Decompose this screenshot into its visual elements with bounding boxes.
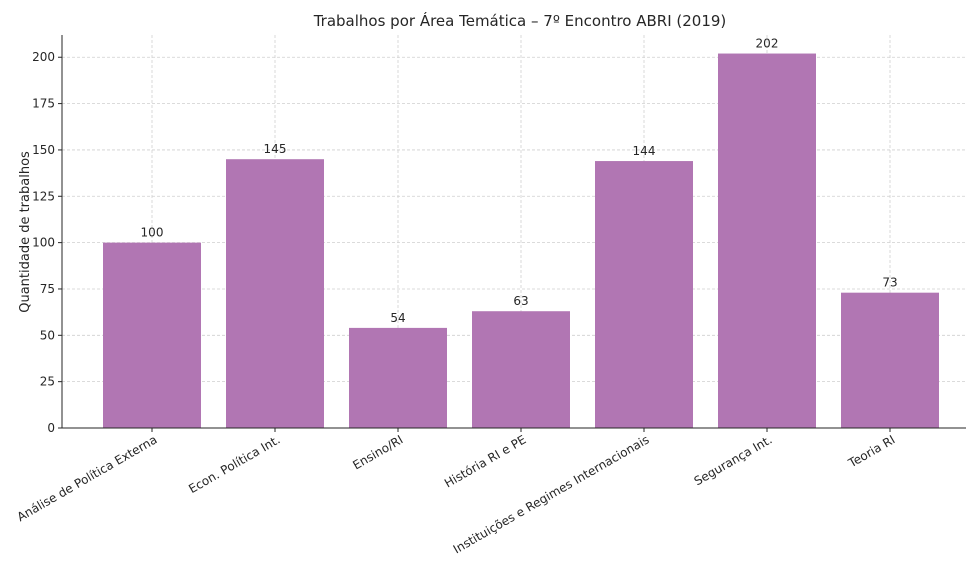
y-tick-label: 25 (40, 375, 55, 389)
bar (349, 327, 447, 428)
x-tick-labels: Análise de Política Externa Econ. Polític… (15, 428, 898, 556)
y-axis-label: Quantidade de trabalhos (18, 151, 33, 313)
x-tick-label: Teoria RI (845, 432, 897, 470)
bar (472, 311, 570, 428)
y-tick-label: 0 (47, 421, 55, 435)
x-tick-label: Econ. Política Int. (186, 432, 282, 496)
bar (841, 292, 939, 428)
y-tick-label: 175 (32, 97, 55, 111)
bar (226, 159, 324, 429)
bar (595, 161, 693, 428)
chart-title: Trabalhos por Área Temática – 7º Encontr… (313, 11, 727, 30)
y-tick-labels: 0 25 50 75 100 125 150 175 200 (32, 50, 62, 435)
bar-value-label: 202 (756, 37, 779, 51)
bar-value-label: 73 (882, 276, 897, 290)
x-tick-label: Instituições e Regimes Internacionais (451, 432, 652, 556)
bar (718, 53, 816, 429)
y-tick-label: 50 (40, 328, 55, 342)
y-tick-label: 125 (32, 189, 55, 203)
bar (103, 242, 201, 428)
x-tick-label: História RI e PE (442, 432, 529, 490)
y-tick-label: 200 (32, 50, 55, 64)
x-tick-label: Ensino/RI (350, 432, 405, 472)
x-tick-label: Segurança Int. (692, 432, 775, 488)
bar-value-label: 144 (633, 144, 656, 158)
bar-value-label: 145 (264, 142, 287, 156)
bars (103, 53, 939, 429)
y-tick-label: 150 (32, 143, 55, 157)
axes (61, 35, 966, 429)
bar-value-label: 100 (141, 226, 164, 240)
x-tick-label: Análise de Política Externa (15, 432, 160, 524)
data-labels: 100 145 54 63 144 202 73 (141, 37, 898, 325)
bar-value-label: 54 (390, 311, 405, 325)
y-tick-label: 75 (40, 282, 55, 296)
bar-value-label: 63 (513, 294, 528, 308)
y-tick-label: 100 (32, 236, 55, 250)
